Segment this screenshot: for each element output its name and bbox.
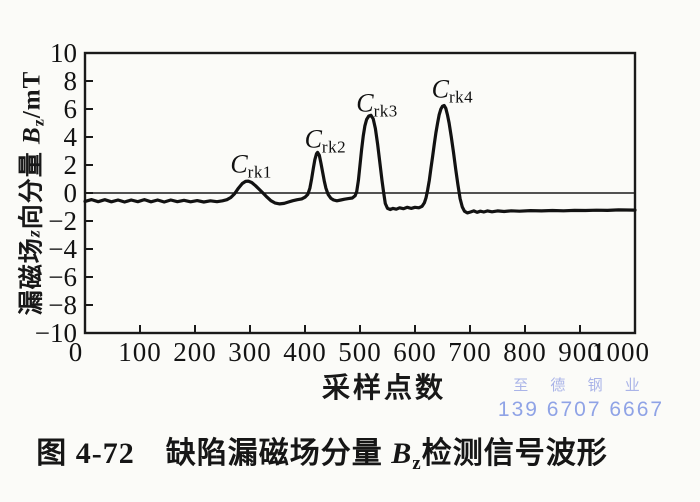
peak-label-crk4: Crk4 <box>431 74 474 107</box>
y-tick-label: −8 <box>48 290 77 320</box>
x-axis-label: 采样点数 <box>321 373 447 404</box>
y-tick-label: 0 <box>63 178 78 208</box>
y-tick-label: 4 <box>63 122 78 152</box>
figure-caption: 图 4-72 缺陷漏磁场分量 Bz检测信号波形 <box>36 428 607 475</box>
watermark: 至 德 钢 业 139 6707 6667 <box>498 374 664 422</box>
watermark-company: 至 德 钢 业 <box>513 377 649 394</box>
x-tick-label: 500 <box>338 337 382 367</box>
y-tick-label: 8 <box>63 66 78 96</box>
y-tick-label: −10 <box>34 318 77 348</box>
x-tick-label: 300 <box>228 337 272 367</box>
peak-label-crk2: Crk2 <box>304 124 347 156</box>
peak-label-crk1: Crk1 <box>230 149 272 182</box>
caption-symbol: B <box>391 437 413 470</box>
y-tick-label: 6 <box>63 94 78 124</box>
caption-prefix: 图 4-72 缺陷漏磁场分量 <box>36 437 392 470</box>
y-tick-label: 10 <box>50 38 77 68</box>
caption-symbol-sub: z <box>412 453 422 474</box>
x-tick-label: 0 <box>68 337 84 367</box>
x-tick-label: 900 <box>558 337 602 367</box>
waveform-path <box>83 103 637 215</box>
y-tick-label: 2 <box>63 150 78 180</box>
x-tick-label: 100 <box>118 337 162 367</box>
caption-suffix: 检测信号波形 <box>421 437 608 470</box>
y-tick-label: −4 <box>48 234 77 264</box>
y-tick-label: −2 <box>48 206 77 236</box>
peak-label-crk3: Crk3 <box>356 88 398 121</box>
y-tick-label: −6 <box>48 262 77 292</box>
x-tick-label: 600 <box>393 337 437 367</box>
x-tick-label: 1000 <box>592 337 650 367</box>
x-tick-label: 700 <box>448 337 492 367</box>
watermark-phone: 139 6707 6667 <box>497 398 665 421</box>
x-tick-label: 800 <box>503 337 547 367</box>
x-tick-label: 400 <box>283 337 327 367</box>
x-tick-label: 200 <box>173 337 217 367</box>
